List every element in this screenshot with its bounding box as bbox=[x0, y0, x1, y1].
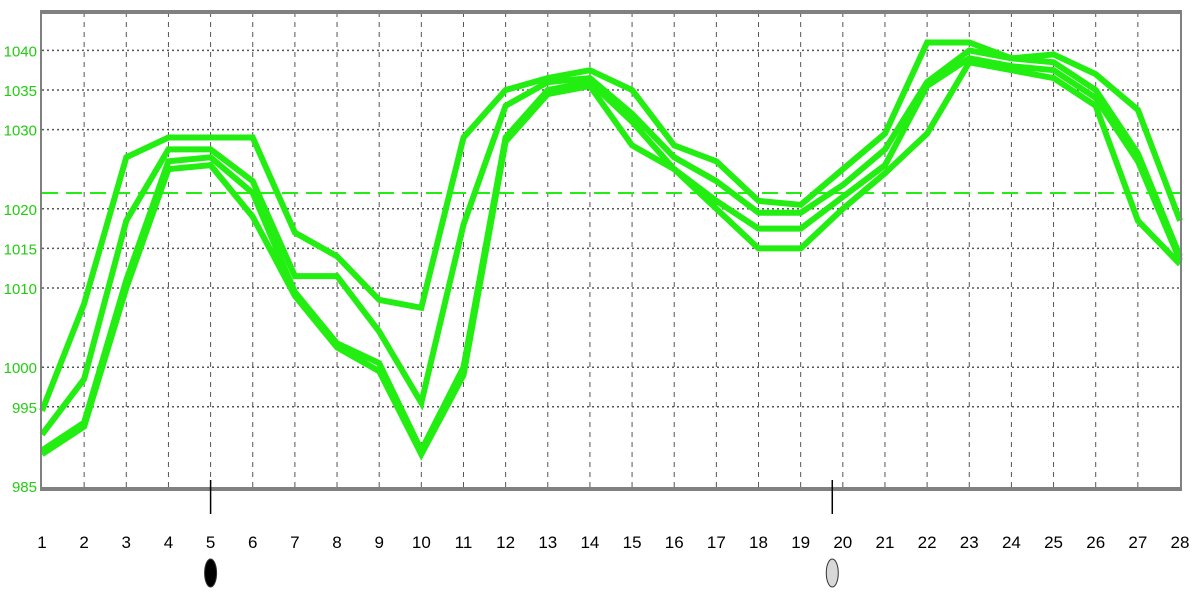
series-line-4 bbox=[40, 58, 1183, 461]
y-tick-label: 985 bbox=[12, 479, 37, 496]
x-tick-label: 21 bbox=[876, 533, 895, 552]
x-tick-label: 24 bbox=[1002, 533, 1021, 552]
frame-left bbox=[40, 10, 42, 491]
x-tick-label: 16 bbox=[665, 533, 684, 552]
x-tick-label: 10 bbox=[412, 533, 431, 552]
x-tick-label: 14 bbox=[580, 533, 599, 552]
x-tick-label: 26 bbox=[1086, 533, 1105, 552]
y-tick-label: 1000 bbox=[4, 360, 37, 377]
x-tick-label: 3 bbox=[122, 533, 131, 552]
x-tick-label: 5 bbox=[206, 533, 215, 552]
frame-bottom bbox=[40, 487, 1182, 491]
x-tick-label: 13 bbox=[538, 533, 557, 552]
x-tick-label: 19 bbox=[791, 533, 810, 552]
x-tick-label: 8 bbox=[332, 533, 341, 552]
y-tick-label: 1010 bbox=[4, 281, 37, 298]
series-line-2 bbox=[39, 47, 1183, 437]
series-layer bbox=[39, 39, 1183, 461]
y-tick-label: 1020 bbox=[4, 202, 37, 219]
x-tick-label: 23 bbox=[960, 533, 979, 552]
plot-frame bbox=[40, 10, 1182, 491]
y-tick-label: 1015 bbox=[4, 241, 37, 258]
x-tick-label: 28 bbox=[1171, 533, 1190, 552]
x-tick-label: 18 bbox=[749, 533, 768, 552]
x-tick-label: 1 bbox=[37, 533, 46, 552]
moon-phase-markers bbox=[204, 480, 839, 588]
x-tick-label: 27 bbox=[1128, 533, 1147, 552]
x-tick-label: 2 bbox=[79, 533, 88, 552]
series-line-1 bbox=[39, 39, 1183, 412]
x-tick-label: 4 bbox=[164, 533, 173, 552]
y-tick-label: 1040 bbox=[4, 43, 37, 60]
x-tick-label: 25 bbox=[1044, 533, 1063, 552]
x-tick-label: 17 bbox=[707, 533, 726, 552]
x-tick-label: 7 bbox=[290, 533, 299, 552]
x-tick-label: 6 bbox=[248, 533, 257, 552]
x-axis-tick-labels: 1 2 3 4 5 6 7 8 9 10 11 12 13 14 15 16 17 18 19 20 21 22 23 24 2… bbox=[37, 533, 1189, 552]
frame-top bbox=[40, 10, 1182, 14]
series-line-3 bbox=[40, 55, 1183, 458]
frame-right bbox=[1180, 10, 1182, 491]
x-tick-label: 11 bbox=[455, 533, 473, 552]
full-moon-icon bbox=[825, 558, 839, 588]
new-moon-icon bbox=[204, 558, 218, 588]
x-tick-label: 15 bbox=[623, 533, 642, 552]
y-tick-label: 995 bbox=[12, 400, 37, 417]
y-tick-label: 1035 bbox=[4, 83, 37, 100]
x-tick-label: 9 bbox=[374, 533, 383, 552]
y-axis-tick-labels: 985 995 1000 1010 1015 1020 1030 1035 1040 bbox=[4, 43, 37, 496]
x-tick-label: 22 bbox=[918, 533, 937, 552]
y-tick-label: 1030 bbox=[4, 123, 37, 140]
x-tick-label: 20 bbox=[833, 533, 852, 552]
x-tick-label: 12 bbox=[496, 533, 515, 552]
